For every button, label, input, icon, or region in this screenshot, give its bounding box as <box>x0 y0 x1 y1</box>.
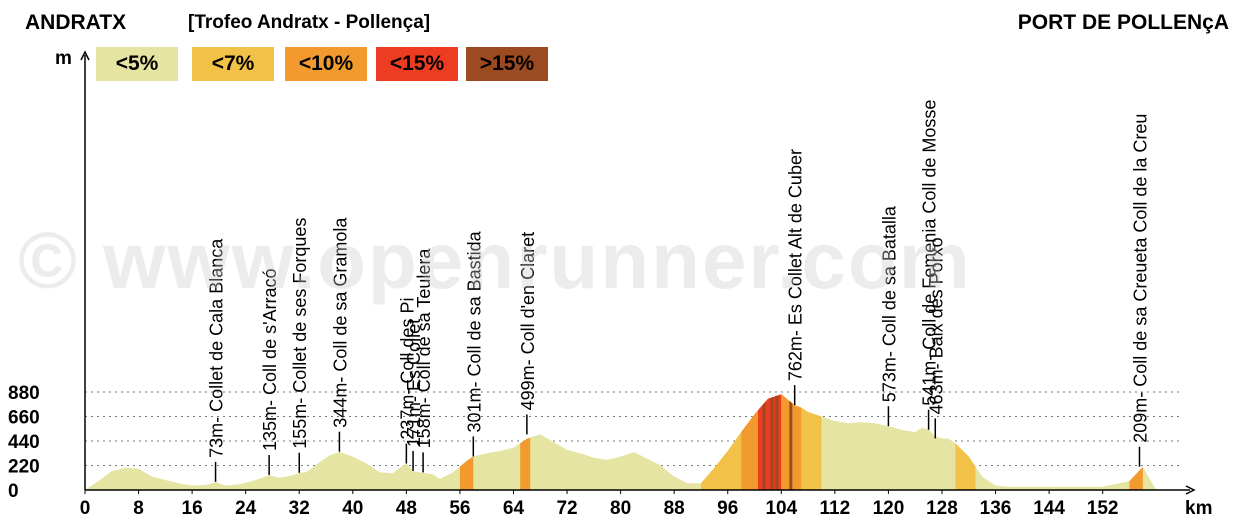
x-tick-label: 0 <box>80 498 91 518</box>
annotation-label: 762m- Es Collet Alt de Cuber <box>786 149 806 381</box>
x-tick-label: 72 <box>556 498 577 518</box>
legend-grade-1: <5% <box>96 47 178 81</box>
annotation-label: 73m- Collet de Cala Blanca <box>207 238 227 458</box>
y-tick-label: 660 <box>8 408 40 429</box>
y-tick-label: 0 <box>8 481 19 502</box>
x-tick-label: 144 <box>1033 498 1065 518</box>
annotation-label: 463m- Baix des Porxo <box>926 237 946 414</box>
gradient-band <box>741 394 758 490</box>
legend-grade-4: <15% <box>376 47 458 81</box>
x-tick-label: 8 <box>133 498 144 518</box>
gradient-band <box>520 394 531 490</box>
x-tick-label: 112 <box>820 498 851 518</box>
y-tick-label: 880 <box>8 383 40 404</box>
x-tick-label: 120 <box>873 498 905 518</box>
y-tick-label: 440 <box>8 432 40 453</box>
x-tick-label: 104 <box>765 498 797 518</box>
legend-grade-2: <7% <box>192 47 274 81</box>
y-axis-arrow <box>80 50 90 61</box>
y-tick-label: 220 <box>8 457 40 478</box>
y-axis-label: m <box>55 48 72 69</box>
x-tick-label: 56 <box>449 498 470 518</box>
annotation-label: 171m- Es Collet <box>404 319 424 447</box>
annotation-label: 499m- Coll d'en Claret <box>518 232 538 411</box>
x-tick-label: 24 <box>235 498 257 518</box>
profile-area <box>85 394 1183 490</box>
gradient-band <box>700 394 742 490</box>
x-axis-label: km <box>1185 498 1212 518</box>
gradient-band <box>801 394 822 490</box>
annotation-label: 344m- Coll de sa Gramola <box>330 217 350 428</box>
annotation-label: 135m- Coll de s'Arracó <box>260 268 280 451</box>
x-tick-label: 16 <box>182 498 203 518</box>
end-location: PORT DE POLLENçA <box>1017 11 1229 34</box>
x-tick-label: 32 <box>289 498 310 518</box>
x-tick-label: 136 <box>980 498 1012 518</box>
x-tick-label: 80 <box>610 498 631 518</box>
annotation-label: 209m- Coll de sa Creueta Coll de la Creu <box>1130 114 1150 443</box>
annotation-label: 301m- Coll de sa Bastida <box>464 230 484 432</box>
annotation-label: 541m- Coll de Femenia Coll de Mosse <box>920 100 940 406</box>
x-axis-arrow <box>1185 485 1196 495</box>
x-tick-label: 128 <box>926 498 958 518</box>
x-tick-label: 152 <box>1087 498 1119 518</box>
annotation-label: 158m- Coll de sa Teulera <box>414 248 434 449</box>
gradient-band <box>955 394 976 490</box>
legend-grade-5: >15% <box>466 47 548 81</box>
steep-streak <box>770 394 774 490</box>
legend-grade-3: <10% <box>285 47 367 81</box>
x-tick-label: 64 <box>503 498 525 518</box>
steep-streak <box>762 394 766 490</box>
x-tick-label: 48 <box>396 498 417 518</box>
annotation-label: 237m- Coll des Pi <box>397 298 417 440</box>
annotation-label: 573m- Coll de sa Batalla <box>879 205 899 402</box>
event-title: [Trofeo Andratx - Pollença] <box>188 12 431 33</box>
annotation-label: 155m- Collet de ses Forques <box>290 218 310 449</box>
x-tick-label: 96 <box>717 498 738 518</box>
x-tick-label: 40 <box>342 498 363 518</box>
steep-streak <box>789 394 793 490</box>
start-location: ANDRATX <box>25 11 127 34</box>
steep-streak <box>775 394 779 490</box>
x-tick-label: 88 <box>664 498 685 518</box>
